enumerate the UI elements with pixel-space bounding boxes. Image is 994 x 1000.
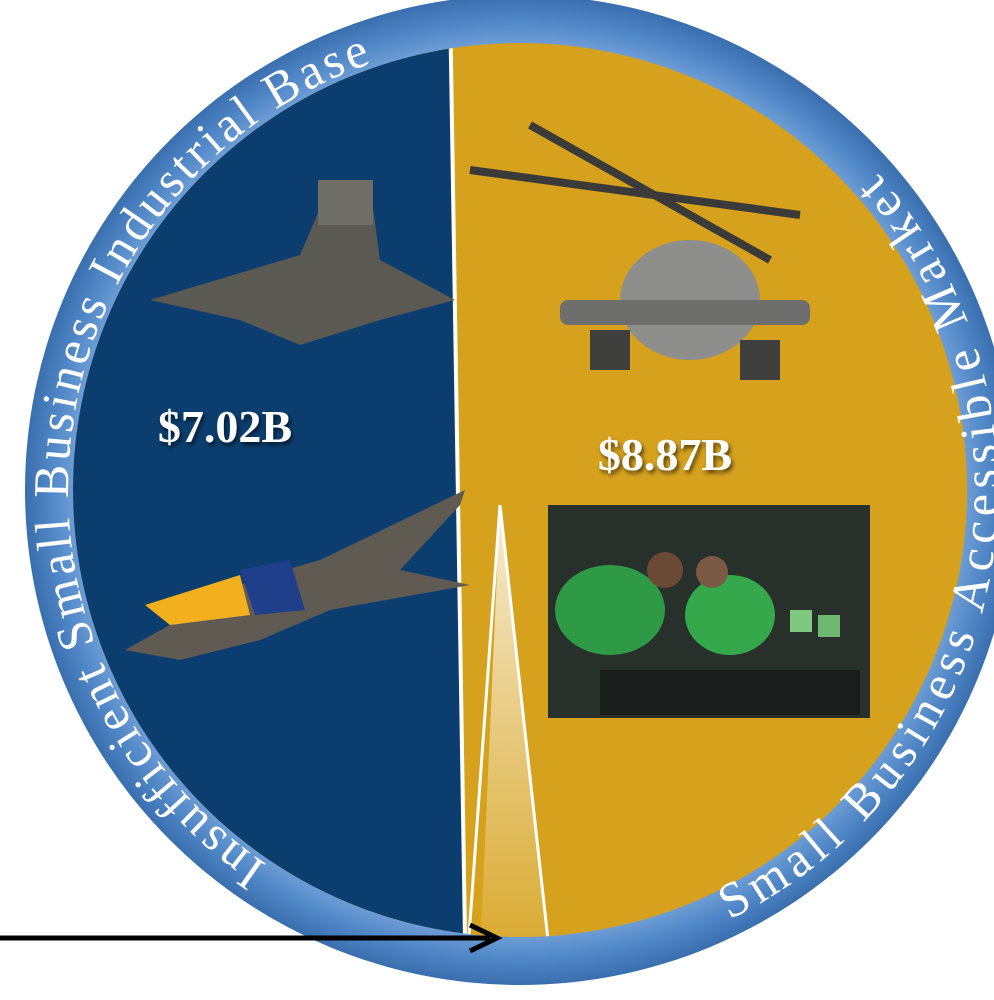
- sliver-edge: [466, 504, 502, 937]
- arrow: [0, 922, 503, 954]
- sliver-edge: [498, 504, 550, 937]
- cockpit-image: [548, 505, 870, 718]
- left-value: $7.02B: [158, 401, 292, 452]
- sliver: [478, 505, 555, 937]
- jet-image: [125, 490, 470, 660]
- jet-image: [150, 180, 455, 345]
- helicopter-image: [469, 121, 810, 380]
- right-value: $8.87B: [598, 429, 732, 480]
